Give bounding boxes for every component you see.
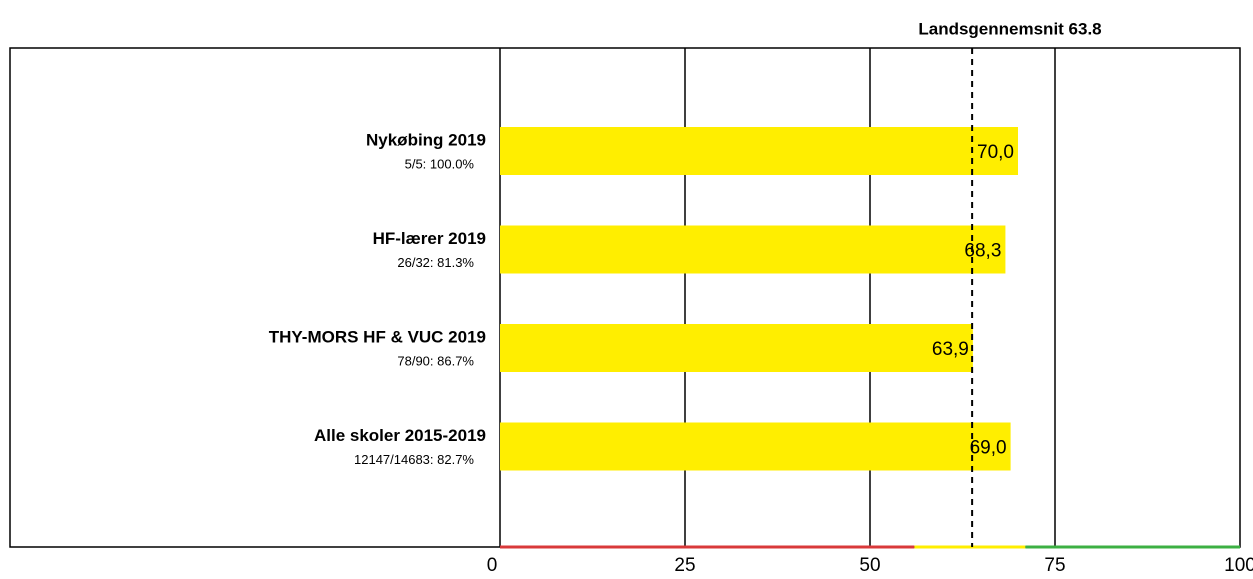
category-sublabel: 26/32: 81.3% — [397, 255, 474, 270]
x-tick-label: 50 — [859, 555, 880, 576]
category-sublabel: 78/90: 86.7% — [397, 353, 474, 368]
x-tick-label: 75 — [1044, 555, 1065, 576]
x-tick-label: 100 — [1224, 555, 1253, 576]
bar — [500, 127, 1018, 175]
bar — [500, 225, 1006, 274]
x-tick-label: 25 — [674, 555, 695, 576]
category-label: Alle skoler 2015-2019 — [314, 426, 486, 445]
bar — [500, 324, 973, 372]
category-sublabel: 5/5: 100.0% — [405, 156, 475, 171]
value-label: 69,0 — [970, 438, 1007, 459]
x-tick-label: 0 — [487, 555, 498, 576]
bar — [500, 422, 1011, 471]
value-label: 70,0 — [977, 142, 1014, 163]
category-label: THY-MORS HF & VUC 2019 — [269, 327, 486, 346]
average-label: Landsgennemsnit 63.8 — [918, 19, 1101, 38]
value-label: 63,9 — [932, 339, 969, 360]
category-label: HF-lærer 2019 — [373, 229, 486, 248]
value-label: 68,3 — [964, 241, 1001, 262]
category-label: Nykøbing 2019 — [366, 130, 486, 149]
category-sublabel: 12147/14683: 82.7% — [354, 452, 474, 467]
